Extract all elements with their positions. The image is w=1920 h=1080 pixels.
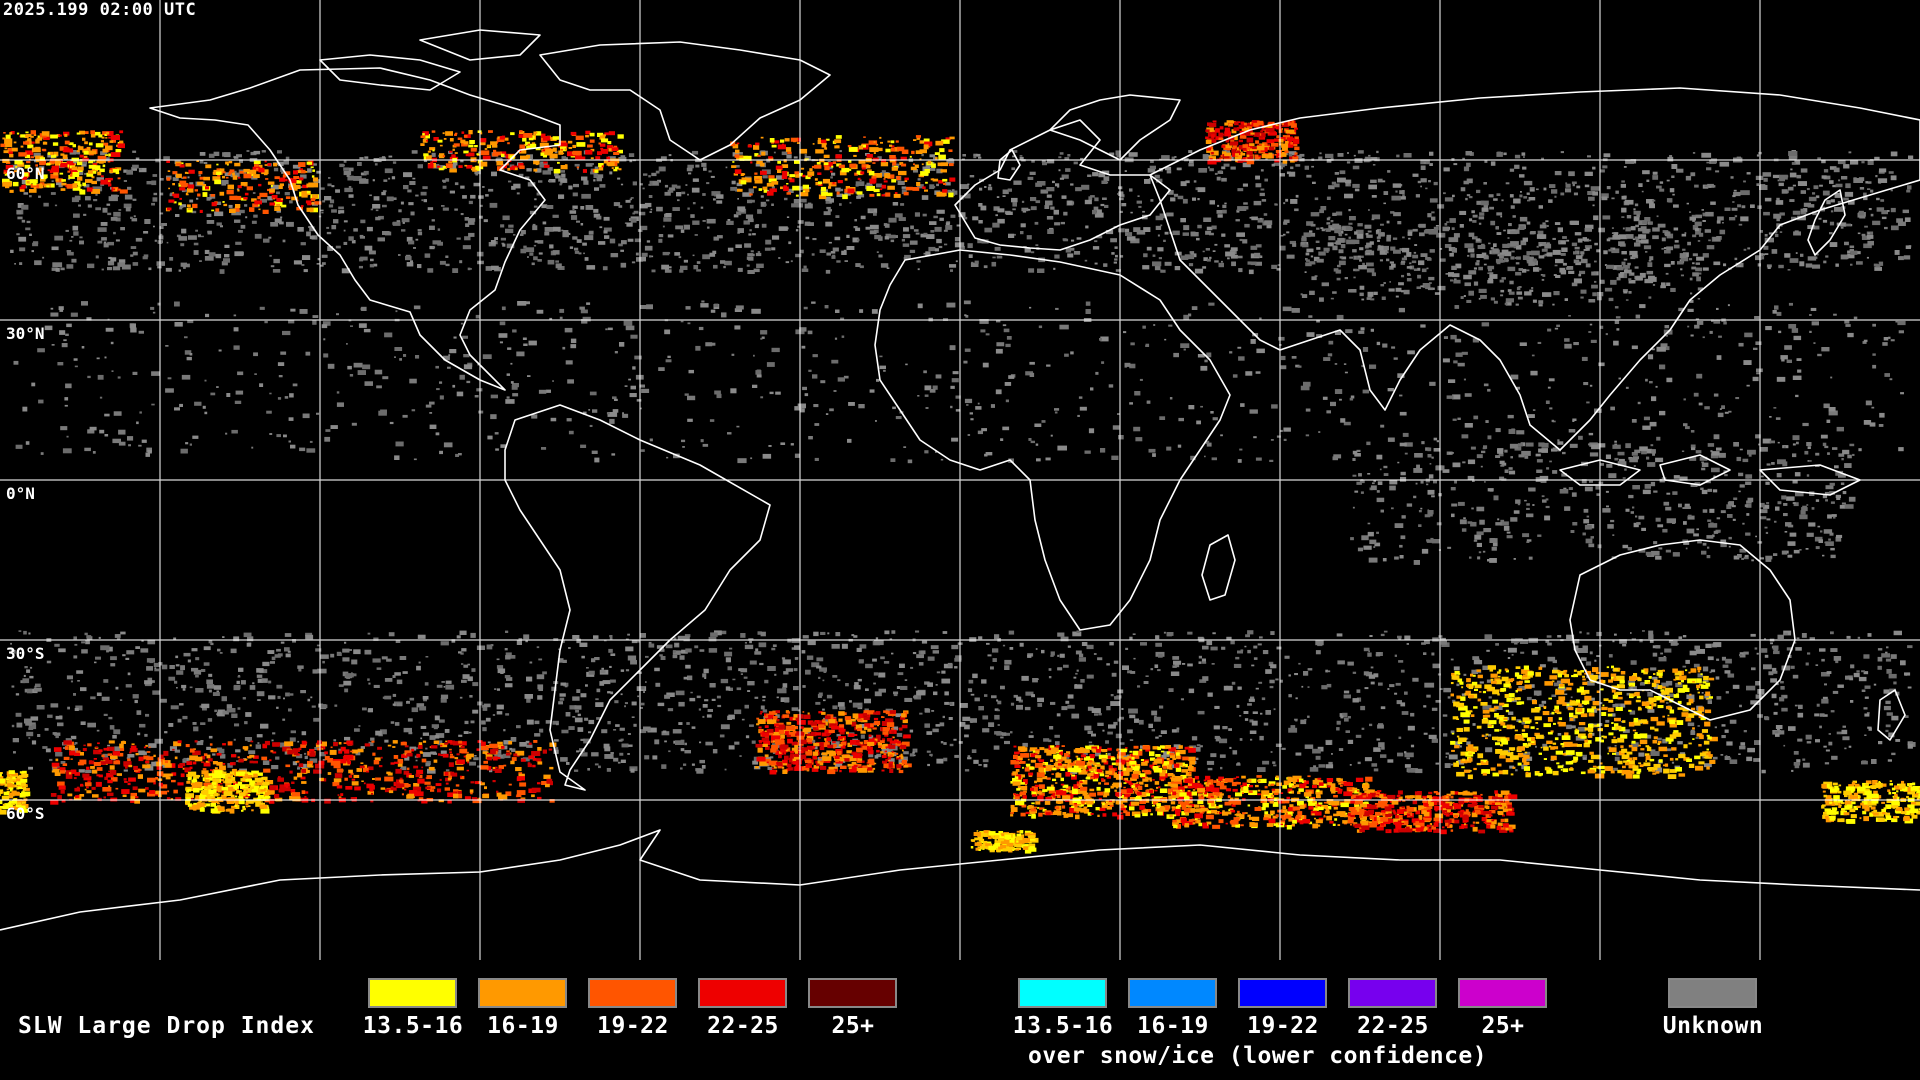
swatch-primary-4 xyxy=(698,978,787,1008)
swatch-snow-3 xyxy=(1238,978,1327,1008)
swatch-primary-3 xyxy=(588,978,677,1008)
label-snow-3: 19-22 xyxy=(1247,1013,1319,1039)
lat-label-0n: 0°N xyxy=(6,484,35,503)
legend xyxy=(0,960,1920,1080)
label-primary-2: 16-19 xyxy=(487,1013,559,1039)
graticule xyxy=(0,0,1920,960)
label-primary-4: 22-25 xyxy=(707,1013,779,1039)
lat-label-30s: 30°S xyxy=(6,644,45,663)
label-snow-1: 13.5-16 xyxy=(1012,1013,1114,1039)
label-snow-5: 25+ xyxy=(1481,1013,1525,1039)
cloud-field xyxy=(0,120,1920,854)
swatch-snow-1 xyxy=(1018,978,1107,1008)
label-primary-5: 25+ xyxy=(831,1013,875,1039)
swatch-snow-5 xyxy=(1458,978,1547,1008)
swatch-primary-5 xyxy=(808,978,897,1008)
label-primary-3: 19-22 xyxy=(597,1013,669,1039)
swatch-snow-2 xyxy=(1128,978,1217,1008)
swatch-snow-4 xyxy=(1348,978,1437,1008)
swatch-primary-2 xyxy=(478,978,567,1008)
legend-title: SLW Large Drop Index xyxy=(18,1013,315,1039)
label-unknown: Unknown xyxy=(1662,1013,1764,1039)
lat-label-60n: 60°N xyxy=(6,164,45,183)
lat-label-30n: 30°N xyxy=(6,324,45,343)
map-area: 2025.199 02:00 UTC 60°N 30°N 0°N 30°S 60… xyxy=(0,0,1920,960)
lat-label-60s: 60°S xyxy=(6,804,45,823)
swatch-unknown xyxy=(1668,978,1757,1008)
map-canvas xyxy=(0,0,1920,960)
timestamp: 2025.199 02:00 UTC xyxy=(3,0,197,20)
label-snow-2: 16-19 xyxy=(1137,1013,1209,1039)
swatch-primary-1 xyxy=(368,978,457,1008)
label-primary-1: 13.5-16 xyxy=(362,1013,464,1039)
snow-ice-note: over snow/ice (lower confidence) xyxy=(1028,1043,1488,1069)
label-snow-4: 22-25 xyxy=(1357,1013,1429,1039)
